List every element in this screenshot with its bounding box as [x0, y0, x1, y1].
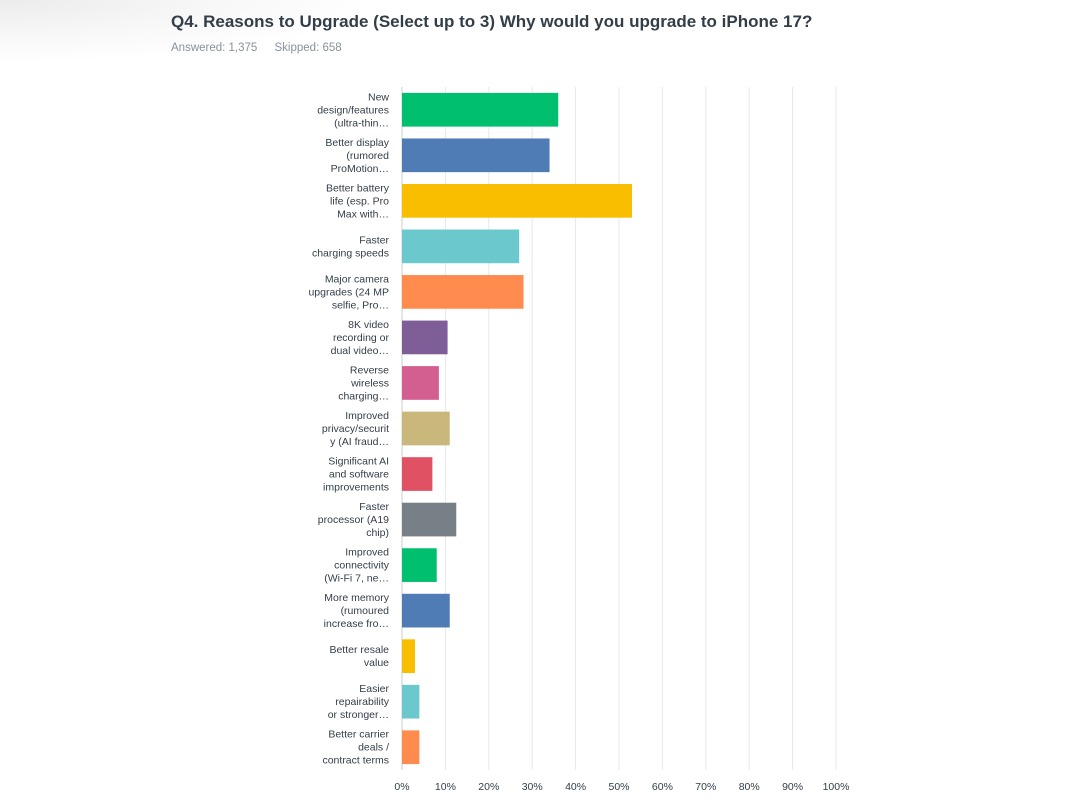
x-tick-label: 40% [565, 781, 586, 793]
bar[interactable] [402, 639, 416, 674]
category-label: Reverse wireless charging… [338, 364, 389, 402]
bar[interactable] [402, 138, 550, 173]
bar[interactable] [402, 320, 448, 355]
category-label-line: Major camera [325, 273, 389, 285]
category-label: Better resale value [329, 644, 389, 669]
category-label-line: Improved [345, 410, 389, 422]
x-tick-label: 70% [695, 781, 716, 793]
x-tick-label: 60% [652, 781, 673, 793]
category-label-line: (Wi-Fi 7, ne… [324, 573, 389, 585]
bar[interactable] [402, 92, 559, 127]
category-label-line: charging speeds [312, 247, 389, 259]
category-label: Significant AI and software improvements [323, 456, 389, 494]
category-label: Major camera upgrades (24 MP selfie, Pro… [308, 273, 389, 311]
category-label-line: increase fro… [324, 618, 389, 630]
category-label-line: and software [329, 469, 389, 481]
x-tick-label: 90% [782, 781, 803, 793]
bar[interactable] [402, 411, 450, 446]
category-label: Better carrier deals / contract terms [322, 729, 389, 767]
category-label-line: Better display [325, 137, 389, 149]
category-label-line: design/features [317, 104, 389, 116]
category-label-line: 8K video [348, 319, 389, 331]
category-label-line: Faster [359, 501, 389, 513]
category-label-line: Faster [359, 234, 389, 246]
category-label-line: selfie, Pro… [332, 299, 389, 311]
category-label-line: y (AI fraud… [330, 436, 389, 448]
bar[interactable] [402, 457, 433, 491]
category-label-line: contract terms [322, 755, 389, 767]
category-label-line: life (esp. Pro [330, 195, 389, 207]
question-title: Q4. Reasons to Upgrade (Select up to 3) … [171, 12, 813, 31]
category-label-line: Significant AI [328, 456, 389, 468]
category-label-line: Better carrier [328, 729, 389, 741]
category-label-line: improvements [323, 482, 389, 494]
category-label-line: (rumoured [341, 605, 390, 617]
category-labels: New design/features (ultra-thin… Better dis… [308, 91, 389, 766]
x-tick-label: 10% [435, 781, 456, 793]
category-label-line: recording or [333, 332, 390, 344]
bar[interactable] [402, 684, 420, 719]
category-label-line: deals / [358, 742, 389, 754]
category-label: Faster charging speeds [312, 234, 390, 259]
category-label-line: Max with… [337, 208, 389, 220]
x-axis-ticks: 0% 10% 20% 30% 40% 50% 60% 70% 80% 90% 100% [394, 781, 849, 793]
x-tick-label: 50% [608, 781, 629, 793]
x-tick-label: 20% [478, 781, 499, 793]
x-tick-label: 80% [739, 781, 760, 793]
category-label-line: (rumored [346, 150, 389, 162]
response-stats: Answered: 1,375 Skipped: 658 [171, 42, 356, 54]
category-label: Better display (rumored ProMotion… [325, 137, 389, 175]
bar[interactable] [402, 366, 439, 400]
category-label-line: or stronger… [328, 709, 389, 721]
category-label-line: processor (A19 [318, 514, 389, 526]
category-label-line: upgrades (24 MP [308, 286, 389, 298]
category-label-line: privacy/securit [322, 423, 389, 435]
category-label-line: More memory [324, 592, 390, 604]
category-label-line: dual video… [331, 345, 389, 357]
bar[interactable] [402, 593, 450, 628]
x-tick-label: 0% [394, 781, 409, 793]
category-label-line: Improved [345, 547, 389, 559]
category-label: Better battery life (esp. Pro Max with… [326, 182, 390, 220]
x-tick-label: 100% [823, 781, 850, 793]
x-tick-label: 30% [522, 781, 543, 793]
category-label: 8K video recording or dual video… [331, 319, 390, 357]
corner-shadow [0, 0, 360, 60]
bar[interactable] [402, 548, 437, 582]
category-label: Faster processor (A19 chip) [318, 501, 390, 539]
answered-count: Answered: 1,375 [171, 42, 258, 54]
category-label-line: connectivity [334, 560, 390, 572]
bar[interactable] [402, 275, 524, 309]
category-label: Improved connectivity (Wi-Fi 7, ne… [324, 547, 390, 585]
bar[interactable] [402, 229, 520, 264]
category-label: New design/features (ultra-thin… [317, 91, 389, 129]
category-label-line: Better resale [329, 644, 389, 656]
category-label: Easier repairability or stronger… [328, 683, 390, 721]
category-label-line: Reverse [350, 364, 389, 376]
category-label-line: ProMotion… [331, 163, 389, 175]
category-label-line: chip) [366, 527, 389, 539]
category-label-line: value [364, 657, 389, 669]
category-label-line: repairability [335, 696, 389, 708]
category-label: Improved privacy/securit y (AI fraud… [322, 410, 389, 448]
category-label-line: (ultra-thin… [334, 117, 389, 129]
category-label-line: Easier [359, 683, 389, 695]
bar[interactable] [402, 502, 457, 537]
bar[interactable] [402, 183, 633, 218]
category-label-line: New [368, 91, 389, 103]
category-label: More memory (rumoured increase fro… [324, 592, 390, 630]
bars [402, 92, 633, 765]
skipped-count: Skipped: 658 [274, 42, 342, 54]
category-label-line: charging… [338, 390, 389, 402]
bar[interactable] [402, 730, 420, 765]
category-label-line: wireless [350, 377, 389, 389]
category-label-line: Better battery [326, 182, 390, 194]
